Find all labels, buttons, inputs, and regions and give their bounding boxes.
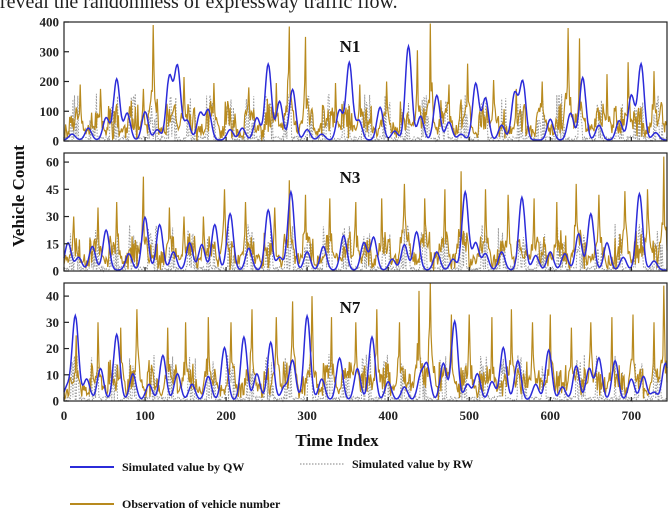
y-tick-label: 100 (40, 104, 60, 119)
x-tick-label: 100 (135, 408, 155, 423)
x-tick-label: 400 (378, 408, 398, 423)
legend-item-rw: Simulated value by RW (300, 457, 473, 471)
legend-item-obs: Observation of vehicle number (70, 497, 281, 510)
x-tick-label: 700 (622, 408, 642, 423)
y-axis-label: Vehicle Count (9, 145, 28, 247)
y-tick-label: 20 (46, 341, 59, 356)
y-tick-label: 300 (40, 44, 60, 59)
panel-frame (63, 152, 668, 272)
legend: Simulated value by QW Simulated value by … (70, 457, 473, 510)
panel-n3: 0 15 30 45 60 N3 (46, 152, 668, 279)
y-tick-label: 10 (46, 367, 59, 382)
x-tick-label: 500 (459, 408, 479, 423)
y-tick-label: 0 (53, 134, 60, 149)
legend-label-qw: Simulated value by QW (122, 460, 244, 474)
x-tick-label: 300 (297, 408, 317, 423)
y-tick-label: 0 (53, 394, 60, 409)
x-tick-label: 0 (61, 408, 68, 423)
x-tick-label: 600 (541, 408, 561, 423)
y-tick-label: 30 (46, 315, 59, 330)
y-tick-label: 200 (40, 74, 60, 89)
panel-n7: 0 10 20 30 40 N7 (46, 282, 668, 409)
y-tick-label: 60 (46, 155, 59, 170)
caption-text: reveal the randomness of expressway traf… (0, 0, 398, 13)
y-tick-label: 0 (53, 264, 60, 279)
panels-group: 0 100 200 300 400 N1 0 15 30 45 60 N3 0 10 20 30 40 N7 0 10… (40, 15, 668, 423)
panel-title: N1 (340, 37, 361, 56)
legend-label-obs: Observation of vehicle number (122, 497, 281, 510)
series-qw-line (63, 43, 667, 141)
y-tick-label: 30 (46, 209, 59, 224)
series-qw-line (63, 189, 667, 271)
y-tick-label: 40 (46, 289, 59, 304)
x-axis-label: Time Index (295, 431, 379, 450)
legend-label-rw: Simulated value by RW (352, 457, 473, 471)
y-tick-label: 45 (46, 182, 60, 197)
legend-item-qw: Simulated value by QW (70, 460, 244, 474)
y-tick-label: 400 (40, 15, 60, 30)
panel-title: N3 (340, 168, 361, 187)
x-tick-label: 200 (216, 408, 236, 423)
panel-title: N7 (340, 298, 361, 317)
series-qw-line (63, 313, 668, 400)
panel-frame (63, 282, 668, 402)
series-observation-line (63, 282, 668, 400)
series-observation-line (63, 23, 668, 141)
panel-n1: 0 100 200 300 400 N1 (40, 15, 668, 149)
series-rw-line (63, 354, 668, 403)
y-tick-label: 15 (46, 236, 60, 251)
